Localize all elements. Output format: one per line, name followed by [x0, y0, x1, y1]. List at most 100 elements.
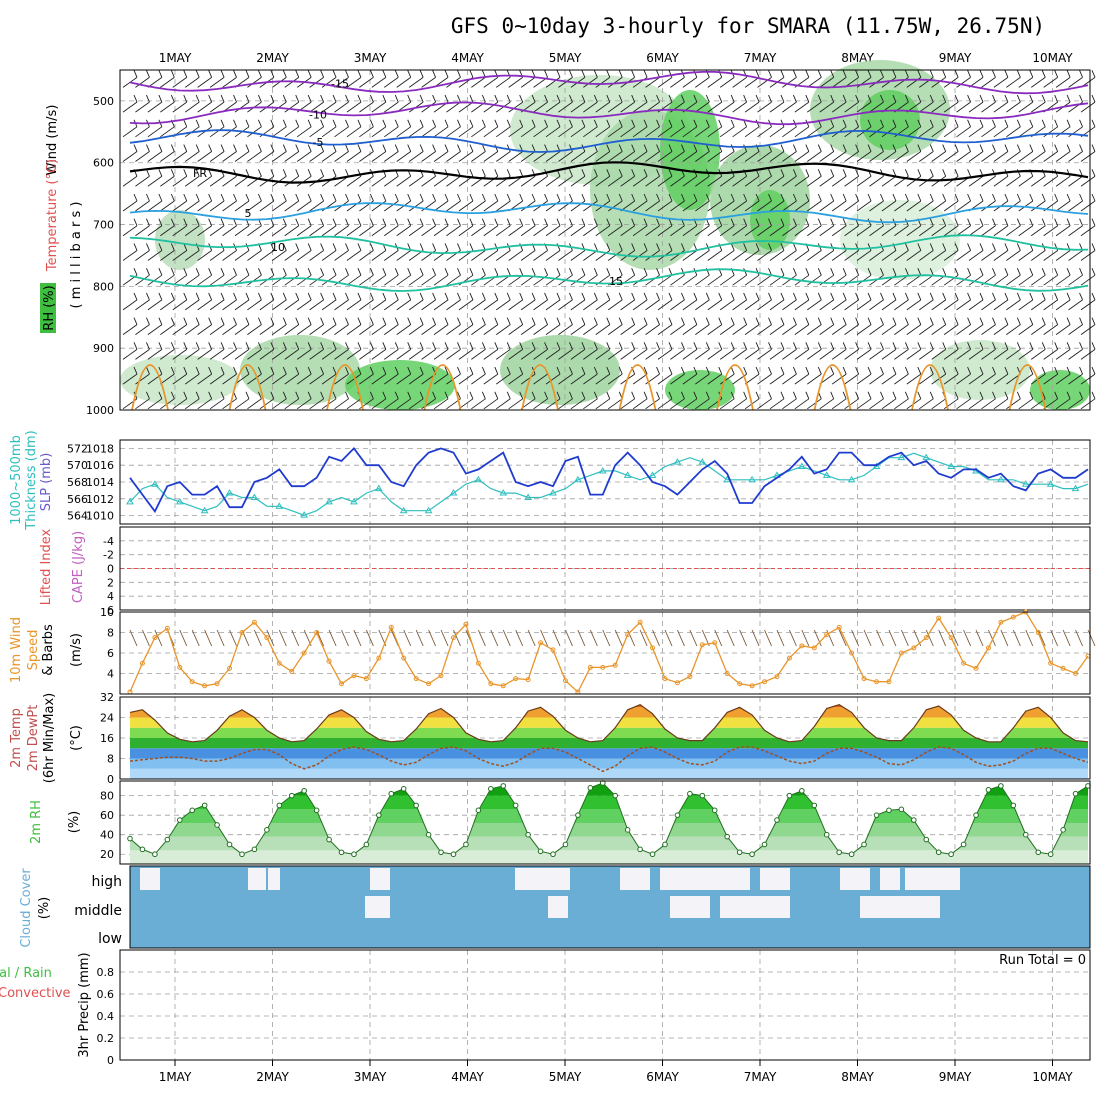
- wind-barb: [869, 94, 884, 113]
- wind-barb: [259, 144, 275, 162]
- barb-flag: [1066, 317, 1071, 325]
- barb-staff: [1006, 250, 1021, 261]
- wind-barb: [968, 94, 984, 113]
- barb-flag: [768, 342, 772, 350]
- barb-staff: [160, 151, 175, 162]
- barb-flag: [1041, 119, 1046, 127]
- day-label-bottom: 1MAY: [159, 1070, 192, 1084]
- wind-barb: [695, 193, 710, 212]
- barb-flag: [233, 268, 237, 276]
- wind-barb: [284, 268, 300, 286]
- wind-barb: [234, 243, 250, 261]
- rh-point: [488, 786, 494, 792]
- wind-barb: [931, 243, 947, 261]
- barb-staff: [135, 348, 150, 360]
- barb-flag: [146, 342, 150, 350]
- barb-flag: [1091, 218, 1096, 226]
- barb-staff: [956, 101, 971, 113]
- barb-flag: [992, 218, 996, 226]
- barb-staff: [607, 200, 623, 212]
- barb-staff: [408, 76, 424, 88]
- wind-barb: [881, 292, 897, 311]
- wind-barb: [943, 366, 959, 385]
- precip-tick-label: 0.4: [97, 1010, 115, 1023]
- barb-staff: [607, 373, 623, 385]
- barb-flag: [295, 94, 300, 103]
- wind-barb: [247, 342, 262, 360]
- barb-flag: [780, 193, 785, 202]
- wind-speed-point: [214, 681, 220, 687]
- barb-staff: [197, 299, 212, 311]
- barb-flag: [170, 193, 175, 202]
- barb-flag: [705, 193, 710, 202]
- barb-staff: [122, 76, 138, 88]
- barb-flag: [1079, 342, 1083, 350]
- barb-flag: [768, 70, 772, 78]
- barb-flag: [581, 193, 586, 202]
- barb-staff: [943, 324, 959, 336]
- wind-barb: [1043, 119, 1059, 138]
- isotherm-label: 10: [271, 241, 285, 254]
- barb-staff: [943, 175, 959, 187]
- wind-barb: [1006, 317, 1021, 336]
- barb-staff: [184, 348, 200, 360]
- barb-staff: [595, 151, 611, 162]
- barb-flag: [780, 342, 785, 350]
- wind-barb: [993, 243, 1009, 261]
- cloud-high-block: [880, 868, 900, 890]
- wind-barb: [284, 193, 300, 212]
- barb-flag: [519, 119, 524, 127]
- barb-flag: [718, 317, 723, 325]
- wind-barb: [197, 94, 213, 113]
- wind-barb-10m: [179, 629, 188, 647]
- wind-barb: [234, 144, 250, 162]
- barb-staff: [321, 76, 337, 88]
- barb-flag: [618, 193, 623, 202]
- wind-barb: [458, 292, 474, 311]
- barb-flag: [904, 119, 909, 127]
- wind-barb: [1080, 391, 1096, 410]
- wind-barb-10m: [614, 629, 623, 647]
- barb-flag: [606, 119, 611, 127]
- barb-staff: [869, 348, 884, 360]
- wind-barb: [558, 119, 573, 138]
- barb-flag: [170, 169, 175, 177]
- barb-flag: [394, 119, 399, 127]
- rh-point: [799, 787, 805, 794]
- barb-flag: [880, 292, 884, 301]
- barb-staff: [769, 250, 785, 261]
- barb-flag: [556, 391, 561, 399]
- wind-speed-point: [712, 640, 718, 646]
- wind-barb: [135, 268, 150, 286]
- wind-barb: [359, 342, 374, 360]
- wind-barb: [1055, 119, 1071, 138]
- wind-barb: [1068, 218, 1083, 237]
- wind-barb: [918, 193, 934, 212]
- barb-staff: [906, 348, 922, 360]
- barb-flag: [332, 144, 337, 152]
- wind-barb: [359, 94, 374, 113]
- wind-barb: [819, 218, 835, 237]
- wind-speed-point: [762, 679, 768, 685]
- barb-staff: [408, 348, 424, 360]
- barb-staff: [583, 225, 598, 237]
- barb-staff: [234, 200, 250, 212]
- wind-barb: [508, 292, 524, 311]
- barb-flag: [320, 243, 325, 251]
- barb-flag: [369, 317, 374, 325]
- barb-staff: [247, 274, 262, 286]
- wind-barb-10m: [502, 629, 511, 647]
- barb-staff: [645, 225, 660, 237]
- barb-flag: [233, 292, 237, 301]
- barb-staff: [819, 151, 834, 162]
- barb-flag: [743, 317, 748, 325]
- wind-barb: [595, 218, 611, 237]
- precip-label-2: Convective: [0, 986, 71, 1001]
- barb-flag: [419, 218, 424, 226]
- barb-staff: [570, 324, 586, 336]
- barb-staff: [856, 398, 872, 410]
- wind-barb: [657, 119, 673, 138]
- wind-barb: [197, 144, 213, 162]
- barb-staff: [707, 101, 723, 113]
